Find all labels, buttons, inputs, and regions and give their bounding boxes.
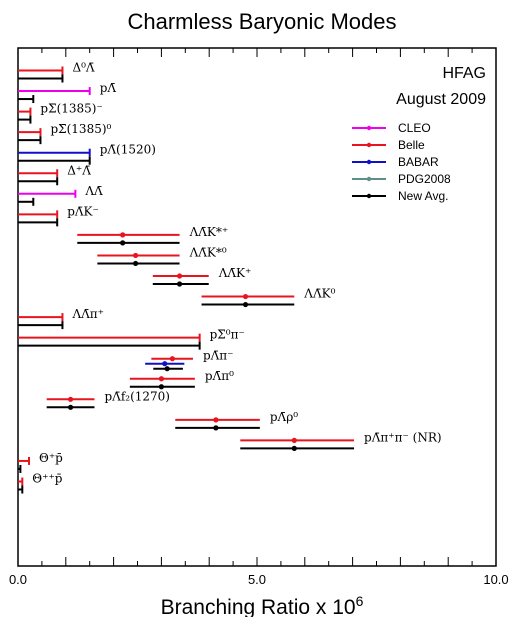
decay-mode-label: ΛΛ̄π⁺ [71, 307, 104, 321]
central-value-point [132, 260, 139, 267]
decay-mode-label: ΛΛ̄K*⁰ [189, 245, 227, 259]
decay-mode-label: pΛ̄π⁰ [205, 369, 234, 383]
central-value-point [120, 232, 126, 238]
legend-marker [366, 176, 372, 182]
central-value-point [164, 366, 170, 372]
legend-label: New Avg. [398, 189, 448, 203]
decay-mode-label: pΛ̄f₂(1270) [104, 389, 170, 403]
x-axis-label-main: Branching Ratio x 10 [161, 596, 356, 617]
decay-mode-labels: Δ⁰Λ̄ pΛ̄ pΣ̄(1385)⁻ pΣ̄(1385)⁰ pΛ̄(1520) Δ⁺Λ̄… [32, 61, 441, 486]
decay-mode-label: ΛΛ̄K⁰ [303, 287, 335, 301]
central-value-point [213, 425, 219, 431]
decay-mode-label: pΛ̄ [100, 81, 117, 95]
decay-mode-label: Δ⁺Λ̄ [67, 163, 91, 177]
decay-mode-label: ΛΛ̄K⁺ [218, 266, 252, 280]
central-value-point [162, 361, 168, 367]
decay-mode-label: pΛ̄K⁻ [67, 204, 99, 218]
decay-mode-label: pΣ̄(1385)⁻ [40, 102, 102, 116]
x-tick-label: 5.0 [248, 572, 266, 587]
x-tick-labels: 0.0 5.0 10.0 [9, 572, 509, 587]
legend-marker [366, 159, 372, 165]
legend-marker [366, 125, 372, 131]
measurement-marks [18, 66, 355, 494]
annotation-line: August 2009 [396, 91, 486, 108]
central-value-point [132, 252, 139, 259]
legend-marker [366, 142, 372, 148]
legend: CLEO Belle BABAR PDG2008 New Avg. [352, 121, 451, 203]
central-value-point [291, 437, 297, 443]
x-axis-label-exponent: 6 [356, 593, 364, 609]
decay-mode-label: pΣ̄⁰π⁻ [210, 328, 245, 342]
central-value-point [158, 384, 164, 390]
decay-mode-label: pΛ̄π⁻ [203, 349, 234, 363]
decay-mode-label: Θ⁺p̄ [39, 451, 63, 465]
central-value-point [67, 396, 74, 402]
central-value-point [242, 293, 249, 300]
legend-label: CLEO [398, 121, 431, 135]
decay-mode-label: pΣ̄(1385)⁰ [50, 122, 111, 136]
central-value-point [176, 273, 183, 279]
axis-ticks [17, 48, 497, 566]
central-value-point [67, 404, 74, 410]
central-value-point [169, 356, 175, 362]
central-value-point [213, 417, 219, 423]
legend-label: PDG2008 [398, 172, 451, 186]
decay-mode-label: Δ⁰Λ̄ [72, 61, 94, 75]
central-value-point [120, 240, 126, 246]
central-value-point [176, 281, 183, 287]
x-tick-label: 0.0 [9, 572, 27, 587]
central-value-point [158, 376, 164, 382]
hfag-annotation: HFAG August 2009 [396, 65, 486, 108]
annotation-line: HFAG [442, 65, 486, 82]
decay-mode-label: pΛ̄π⁺π⁻ (NR) [364, 430, 442, 444]
legend-marker [366, 193, 372, 199]
decay-mode-label: ΛΛ̄ [84, 184, 103, 198]
legend-label: BABAR [398, 155, 439, 169]
chart-title: Charmless Baryonic Modes [128, 9, 397, 34]
decay-mode-label: Θ⁺⁺p̄ [32, 472, 63, 486]
x-axis-label: Branching Ratio x 106 [161, 593, 364, 617]
decay-mode-label: pΛ̄(1520) [100, 143, 156, 157]
central-value-point [242, 301, 249, 308]
decay-mode-label: ΛΛ̄K*⁺ [189, 225, 229, 239]
central-value-point [291, 445, 297, 451]
legend-label: Belle [398, 138, 425, 152]
decay-mode-label: pΛ̄ρ⁰ [270, 410, 298, 424]
x-tick-label: 10.0 [483, 572, 508, 587]
